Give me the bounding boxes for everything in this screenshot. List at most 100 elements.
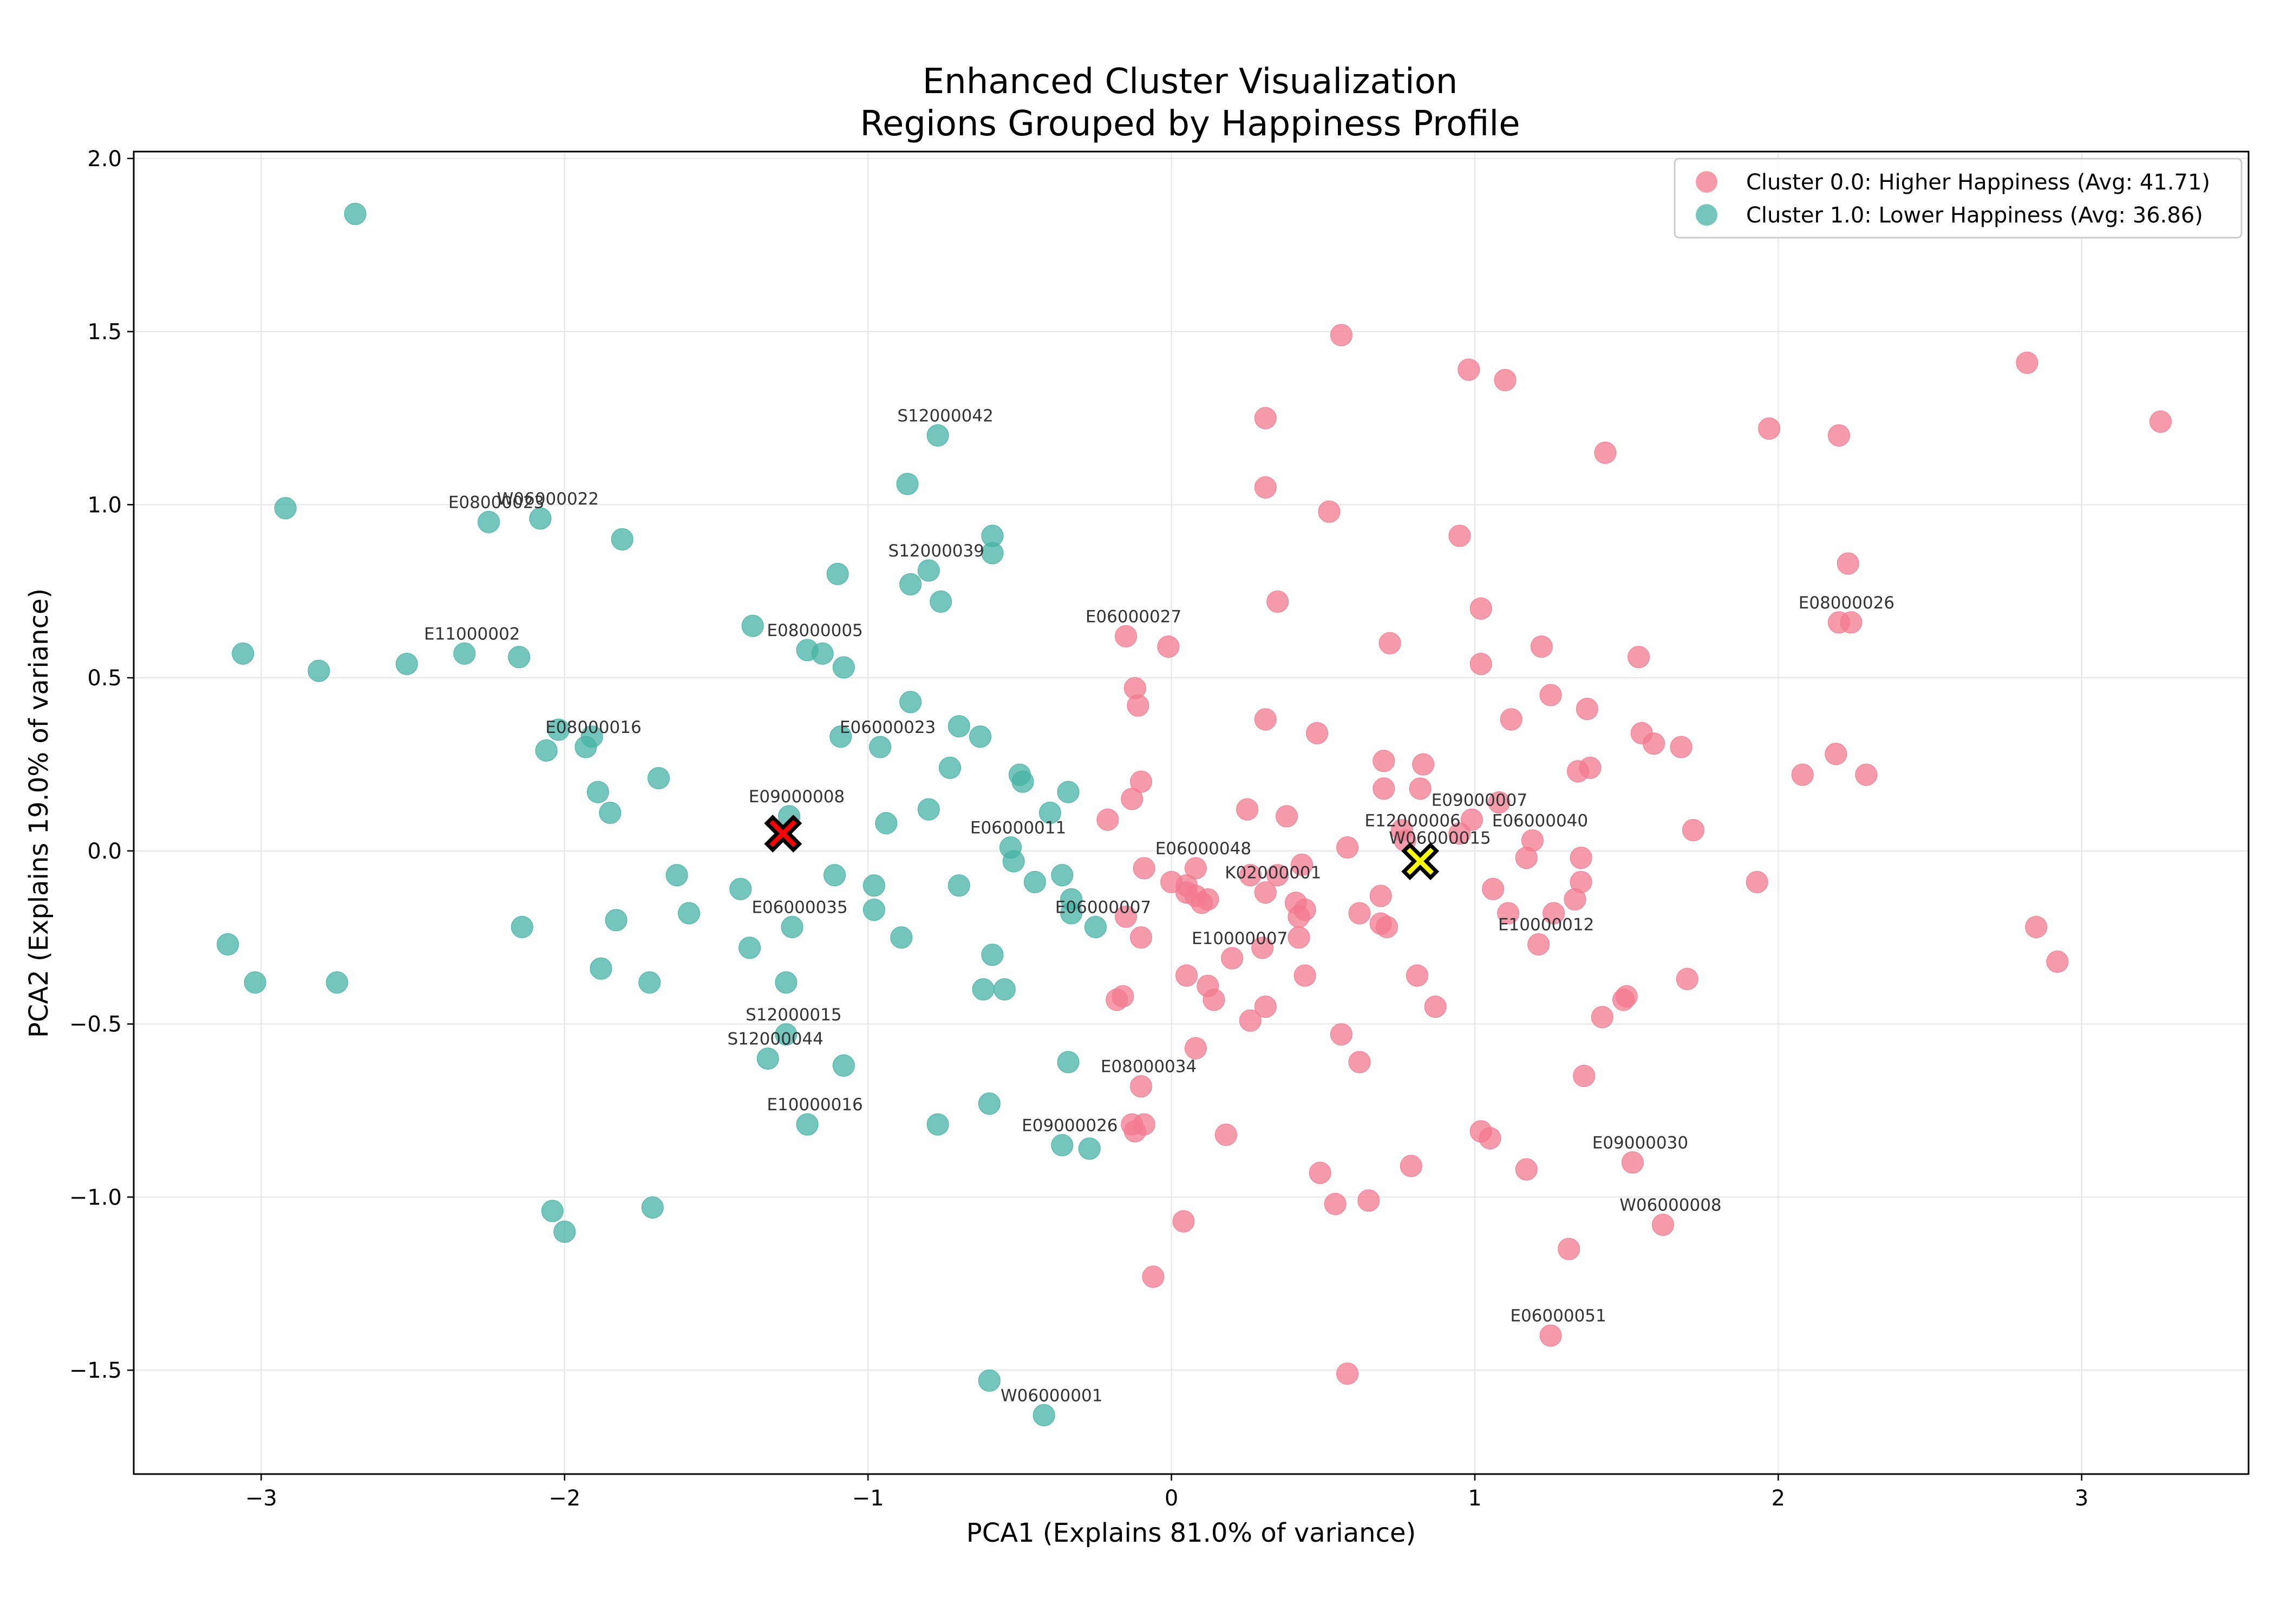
scatter-point-cluster-0 bbox=[1573, 1065, 1596, 1088]
scatter-point-cluster-0 bbox=[1594, 441, 1617, 464]
scatter-point-cluster-0 bbox=[1336, 836, 1359, 859]
scatter-point-cluster-0 bbox=[1458, 358, 1480, 381]
scatter-point-cluster-1 bbox=[741, 614, 764, 637]
scatter-point-cluster-1 bbox=[274, 497, 297, 520]
y-tick-label: 1.0 bbox=[87, 493, 122, 518]
scatter-point-cluster-1 bbox=[832, 656, 855, 679]
scatter-point-cluster-0 bbox=[1254, 476, 1277, 499]
cluster-centroids bbox=[764, 814, 1440, 880]
scatter-point-cluster-1 bbox=[1002, 850, 1025, 873]
scatter-point-cluster-0 bbox=[1670, 736, 1693, 758]
y-tick-label: −1.0 bbox=[69, 1185, 122, 1210]
scatter-point-cluster-1 bbox=[678, 902, 701, 925]
scatter-point-cluster-1 bbox=[547, 718, 570, 741]
scatter-point-cluster-1 bbox=[775, 1023, 798, 1046]
scatter-point-cluster-0 bbox=[1254, 881, 1277, 904]
scatter-point-cluster-0 bbox=[1184, 1037, 1207, 1059]
point-annotation: E09000007 bbox=[1432, 790, 1527, 810]
y-axis-label: PCA2 (Explains 19.0% of variance) bbox=[24, 588, 54, 1038]
scatter-point-cluster-0 bbox=[1115, 905, 1138, 928]
scatter-point-cluster-0 bbox=[1096, 808, 1119, 831]
scatter-point-cluster-1 bbox=[232, 642, 254, 665]
data-points bbox=[217, 202, 2172, 1426]
scatter-point-cluster-0 bbox=[1236, 798, 1259, 821]
y-tick-label: 1.5 bbox=[87, 320, 122, 345]
point-annotation: E08000016 bbox=[545, 718, 641, 737]
y-tick-label: 0.5 bbox=[87, 666, 122, 691]
scatter-point-cluster-0 bbox=[1106, 988, 1128, 1011]
scatter-point-cluster-1 bbox=[899, 691, 922, 713]
scatter-point-cluster-0 bbox=[1746, 870, 1768, 893]
plot-area-frame bbox=[133, 150, 2250, 1475]
scatter-point-cluster-0 bbox=[1324, 1193, 1347, 1215]
scatter-point-cluster-1 bbox=[344, 202, 367, 225]
scatter-point-cluster-1 bbox=[541, 1200, 564, 1222]
scatter-point-cluster-0 bbox=[1127, 694, 1149, 717]
point-annotation: S12000039 bbox=[888, 541, 984, 561]
scatter-point-cluster-0 bbox=[1400, 1155, 1422, 1177]
scatter-point-cluster-0 bbox=[1469, 653, 1492, 676]
point-annotation: E08000034 bbox=[1101, 1057, 1197, 1077]
point-annotation: E06000011 bbox=[970, 818, 1066, 837]
scatter-point-cluster-0 bbox=[1214, 1123, 1237, 1146]
scatter-point-cluster-0 bbox=[1336, 1363, 1359, 1385]
scatter-point-cluster-0 bbox=[1276, 805, 1298, 828]
scatter-point-cluster-0 bbox=[1375, 916, 1398, 939]
scatter-point-cluster-1 bbox=[641, 1196, 664, 1219]
legend-box bbox=[1674, 158, 2243, 239]
scatter-point-cluster-0 bbox=[1412, 753, 1435, 776]
scatter-point-cluster-1 bbox=[875, 812, 898, 835]
scatter-point-cluster-0 bbox=[1855, 763, 1878, 786]
scatter-point-cluster-1 bbox=[796, 1113, 819, 1136]
scatter-point-cluster-0 bbox=[1203, 988, 1225, 1011]
scatter-point-cluster-1 bbox=[1060, 902, 1083, 925]
scatter-point-cluster-0 bbox=[1612, 988, 1635, 1011]
scatter-point-cluster-1 bbox=[511, 916, 533, 939]
x-tick-label: 0 bbox=[1165, 1486, 1178, 1511]
scatter-point-cluster-0 bbox=[1539, 684, 1562, 706]
scatter-point-cluster-0 bbox=[1448, 525, 1471, 547]
scatter-point-cluster-1 bbox=[1038, 802, 1061, 824]
scatter-point-cluster-0 bbox=[1621, 1151, 1644, 1174]
scatter-point-cluster-0 bbox=[2025, 916, 2048, 939]
point-annotation: E10000016 bbox=[767, 1095, 862, 1115]
point-annotation: W06000008 bbox=[1619, 1196, 1721, 1215]
scatter-point-cluster-0 bbox=[1175, 964, 1198, 987]
scatter-point-cluster-1 bbox=[1023, 870, 1046, 893]
scatter-point-cluster-1 bbox=[217, 933, 239, 956]
scatter-point-cluster-0 bbox=[1254, 996, 1277, 1018]
scatter-point-cluster-0 bbox=[1448, 822, 1471, 845]
scatter-point-cluster-0 bbox=[1515, 847, 1538, 869]
scatter-point-cluster-0 bbox=[1791, 763, 1814, 786]
scatter-point-cluster-0 bbox=[1309, 1162, 1331, 1184]
scatter-point-cluster-0 bbox=[1348, 902, 1371, 925]
scatter-point-cluster-0 bbox=[1482, 878, 1505, 900]
point-annotation: W06000001 bbox=[1001, 1386, 1102, 1405]
scatter-point-cluster-0 bbox=[1527, 933, 1550, 956]
point-annotation: E06000027 bbox=[1086, 607, 1181, 626]
y-tick-label: 0.0 bbox=[87, 839, 122, 864]
scatter-point-cluster-1 bbox=[832, 1054, 855, 1077]
chart-subtitle: Regions Grouped by Happiness Profile bbox=[860, 104, 1520, 144]
point-annotation: E08000023 bbox=[448, 493, 544, 512]
y-tick-label: −0.5 bbox=[69, 1012, 122, 1037]
scatter-point-cluster-0 bbox=[1682, 818, 1704, 841]
point-annotation: E06000023 bbox=[840, 718, 936, 737]
point-annotation: E09000008 bbox=[749, 787, 845, 807]
scatter-point-cluster-0 bbox=[1254, 708, 1277, 731]
legend: Cluster 0.0: Higher Happiness (Avg: 41.7… bbox=[1674, 158, 2243, 239]
scatter-point-cluster-0 bbox=[1221, 947, 1244, 970]
scatter-point-cluster-1 bbox=[917, 798, 940, 821]
scatter-point-cluster-1 bbox=[981, 944, 1004, 966]
scatter-point-cluster-1 bbox=[811, 642, 834, 665]
scatter-point-cluster-1 bbox=[829, 725, 852, 748]
point-annotation: S12000044 bbox=[728, 1030, 824, 1049]
legend-marker-cluster-0 bbox=[1696, 171, 1717, 193]
point-annotation: K02000001 bbox=[1225, 863, 1321, 883]
scatter-point-cluster-1 bbox=[1033, 1404, 1055, 1426]
scatter-point-cluster-0 bbox=[1676, 967, 1698, 990]
scatter-point-cluster-1 bbox=[775, 971, 798, 994]
scatter-point-cluster-1 bbox=[729, 878, 752, 900]
